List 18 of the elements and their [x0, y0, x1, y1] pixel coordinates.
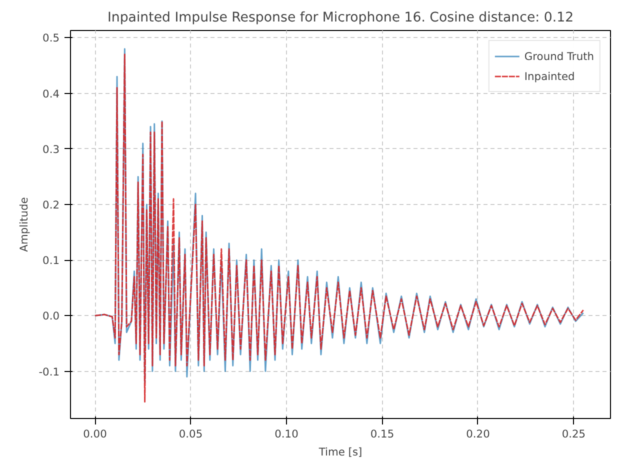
x-tick-label: 0.05	[178, 428, 203, 440]
y-tick-label: 0.2	[42, 198, 60, 212]
y-axis-title: Amplitude	[18, 197, 31, 252]
y-tick-label: 0.4	[42, 87, 60, 100]
y-tick-label: 0.5	[42, 32, 60, 45]
y-tick-label: -0.1	[38, 365, 60, 378]
y-tick-label: 0.0	[42, 310, 60, 323]
y-tick-label: 0.3	[42, 142, 60, 156]
chart-title: Inpainted Impulse Response for Microphone 16. Cosine distance: 0.12	[107, 10, 574, 26]
legend-label: Inpainted	[524, 70, 575, 82]
x-tick-label: 0.00	[83, 428, 108, 440]
x-axis-title: Time [s]	[318, 446, 362, 458]
x-tick-label: 0.15	[370, 428, 394, 440]
x-tick-label: 0.25	[562, 428, 586, 440]
x-tick-label: 0.10	[274, 428, 299, 440]
legend-label: Ground Truth	[524, 50, 594, 62]
y-tick-label: 0.1	[42, 254, 60, 268]
x-tick-label: 0.20	[466, 428, 490, 440]
